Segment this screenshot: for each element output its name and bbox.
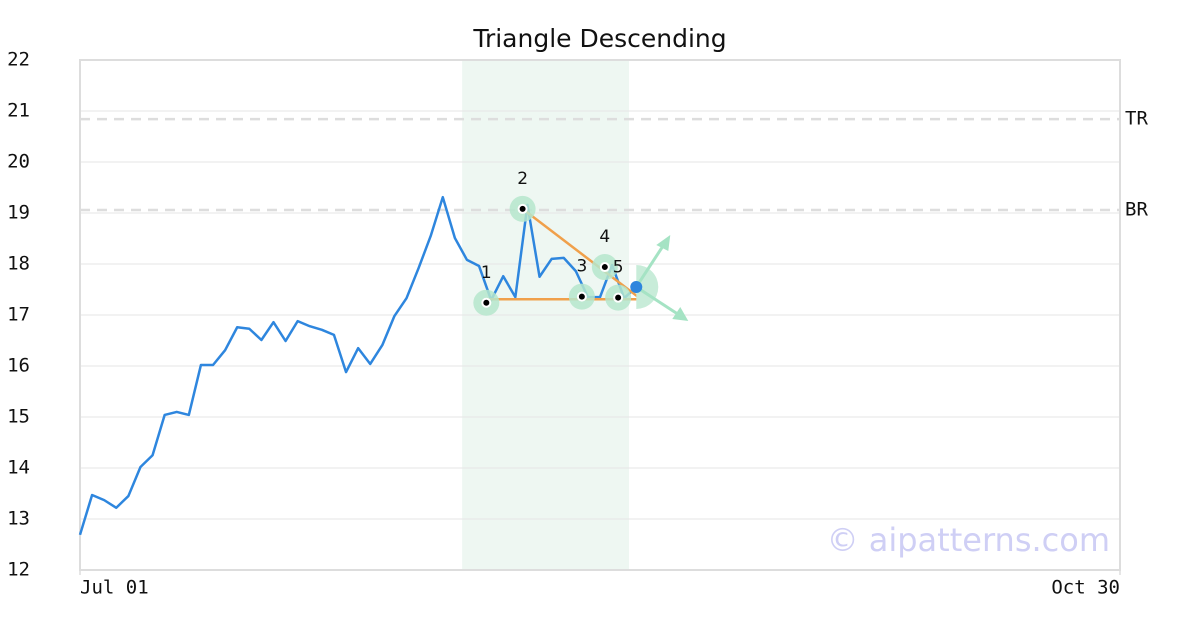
arrow-head <box>672 306 689 321</box>
pivot-label: 3 <box>576 257 587 277</box>
y-tick-label: 18 <box>7 253 30 275</box>
y-tick-label: 16 <box>7 355 30 377</box>
pivot-point <box>613 292 624 303</box>
breakout-arrow <box>635 285 684 319</box>
pivot-point <box>599 262 610 273</box>
pivot-label: 1 <box>481 263 492 283</box>
price-line <box>78 195 638 536</box>
level-label: BR <box>1125 198 1148 220</box>
y-tick-label: 19 <box>7 202 30 224</box>
arrow-head <box>656 234 671 251</box>
last-point <box>630 280 643 293</box>
pivot-point <box>481 297 492 308</box>
y-tick-label: 15 <box>7 406 30 428</box>
y-tick-label: 21 <box>7 100 30 122</box>
x-tick-label: Jul 01 <box>80 577 149 599</box>
x-tick-label: Oct 30 <box>1051 577 1120 599</box>
pivot-label: 5 <box>613 258 624 278</box>
pivot-label: 4 <box>599 227 610 247</box>
breakout-arrow <box>635 240 668 288</box>
watermark: © aipatterns.com <box>827 521 1110 559</box>
level-label: TR <box>1125 108 1148 130</box>
y-tick-label: 22 <box>7 49 30 71</box>
trendline <box>521 207 642 301</box>
pivot-point <box>576 291 587 302</box>
plot-frame <box>79 59 1121 571</box>
y-tick-label: 20 <box>7 151 30 173</box>
y-tick-label: 13 <box>7 508 30 530</box>
y-tick-label: 14 <box>7 457 30 479</box>
pivot-label: 2 <box>517 169 528 189</box>
y-tick-label: 17 <box>7 304 30 326</box>
chart-title: Triangle Descending <box>472 24 726 53</box>
pivot-point <box>517 203 528 214</box>
y-tick-label: 12 <box>7 559 30 581</box>
